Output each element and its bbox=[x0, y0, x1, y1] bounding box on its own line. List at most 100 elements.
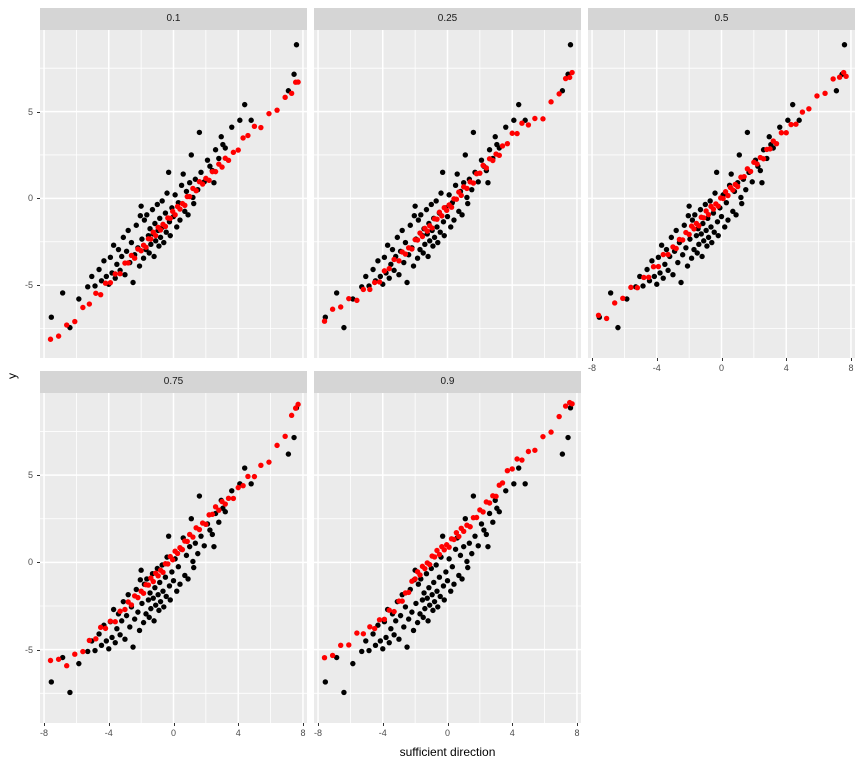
scatter-point-black bbox=[169, 569, 175, 575]
scatter-point-black bbox=[456, 208, 462, 215]
scatter-point-red bbox=[509, 466, 515, 472]
scatter-point-red bbox=[212, 504, 219, 510]
y-tick-mark bbox=[37, 649, 40, 651]
scatter-point-black bbox=[725, 217, 731, 223]
scatter-point-black bbox=[165, 533, 172, 539]
scatter-point-black bbox=[459, 212, 465, 218]
scatter-point-black bbox=[164, 190, 170, 196]
scatter-point-black bbox=[76, 296, 82, 302]
scatter-point-black bbox=[180, 171, 186, 177]
scatter-point-black bbox=[186, 180, 193, 186]
scatter-point-black bbox=[359, 648, 365, 655]
scatter-point-red bbox=[55, 656, 62, 662]
scatter-point-black bbox=[427, 238, 433, 244]
scatter-point-black bbox=[440, 219, 447, 225]
scatter-point-black bbox=[472, 533, 478, 539]
scatter-point-red bbox=[436, 551, 443, 558]
scatter-point-black bbox=[697, 206, 704, 213]
scatter-point-red bbox=[514, 130, 520, 137]
scatter-point-red bbox=[660, 251, 666, 258]
scatter-point-black bbox=[689, 217, 696, 223]
scatter-point-red bbox=[391, 608, 397, 615]
scatter-point-black bbox=[427, 602, 433, 608]
scatter-point-black bbox=[183, 188, 190, 195]
scatter-point-black bbox=[399, 227, 405, 234]
scatter-point-red bbox=[441, 547, 447, 553]
scatter-point-black bbox=[131, 616, 138, 622]
scatter-point-black bbox=[637, 273, 643, 280]
scatter-point-black bbox=[743, 186, 749, 193]
x-tick-mark bbox=[656, 358, 658, 361]
scatter-point-black bbox=[109, 634, 115, 641]
scatter-point-red bbox=[338, 304, 344, 310]
scatter-point-red bbox=[97, 291, 104, 298]
scatter-point-red bbox=[701, 215, 707, 221]
scatter-point-black bbox=[229, 124, 235, 130]
scatter-point-red bbox=[186, 193, 193, 200]
scatter-point-black bbox=[469, 186, 475, 193]
scatter-point-black bbox=[401, 259, 407, 266]
scatter-point-black bbox=[396, 271, 402, 278]
scatter-point-black bbox=[841, 42, 848, 48]
scatter-point-black bbox=[211, 180, 217, 186]
x-tick-label: 8 bbox=[300, 728, 306, 738]
scatter-point-black bbox=[135, 609, 141, 615]
scatter-point-black bbox=[170, 577, 177, 584]
scatter-point-black bbox=[182, 208, 188, 215]
scatter-point-red bbox=[464, 185, 470, 192]
scatter-point-black bbox=[702, 201, 709, 208]
scatter-point-red bbox=[97, 624, 104, 631]
scatter-point-red bbox=[720, 195, 726, 202]
scatter-point-black bbox=[350, 660, 356, 667]
scatter-point-black bbox=[101, 258, 107, 264]
scatter-point-red bbox=[509, 130, 515, 136]
scatter-point-red bbox=[467, 524, 473, 530]
scatter-point-red bbox=[329, 306, 336, 312]
scatter-point-black bbox=[430, 607, 436, 614]
scatter-point-black bbox=[48, 679, 55, 685]
scatter-point-black bbox=[703, 227, 709, 234]
facet-panel-0.9 bbox=[314, 393, 581, 723]
scatter-point-black bbox=[115, 246, 122, 253]
scatter-point-red bbox=[282, 94, 288, 101]
scatter-point-black bbox=[451, 217, 457, 223]
scatter-point-black bbox=[341, 324, 347, 331]
scatter-point-red bbox=[162, 223, 169, 230]
scatter-point-black bbox=[322, 679, 329, 685]
scatter-point-black bbox=[138, 203, 144, 209]
scatter-point-black bbox=[138, 567, 144, 573]
scatter-point-black bbox=[607, 290, 614, 296]
scatter-point-red bbox=[673, 245, 679, 252]
scatter-point-black bbox=[196, 493, 203, 499]
scatter-point-black bbox=[198, 533, 204, 539]
scatter-point-red bbox=[778, 130, 785, 136]
x-tick-label: -4 bbox=[652, 363, 661, 373]
scatter-point-black bbox=[446, 192, 452, 198]
scatter-point-black bbox=[177, 217, 183, 223]
scatter-point-red bbox=[628, 284, 634, 291]
scatter-point-red bbox=[504, 467, 511, 474]
scatter-point-black bbox=[285, 451, 292, 457]
scatter-point-black bbox=[122, 636, 128, 642]
scatter-point-black bbox=[483, 531, 490, 538]
scatter-point-black bbox=[413, 600, 419, 607]
x-tick-label: 4 bbox=[235, 728, 241, 738]
scatter-point-black bbox=[441, 597, 447, 603]
scatter-point-black bbox=[67, 689, 73, 696]
scatter-point-red bbox=[179, 546, 186, 553]
scatter-point-red bbox=[346, 295, 352, 302]
scatter-point-black bbox=[191, 564, 197, 571]
scatter-point-black bbox=[516, 465, 522, 471]
scatter-point-red bbox=[830, 76, 836, 82]
x-tick-mark bbox=[786, 358, 788, 361]
scatter-point-black bbox=[375, 622, 381, 628]
scatter-point-black bbox=[699, 253, 705, 260]
scatter-point-black bbox=[407, 222, 413, 228]
scatter-point-red bbox=[747, 168, 754, 175]
scatter-point-red bbox=[240, 483, 246, 489]
x-tick-mark bbox=[512, 723, 514, 726]
scatter-point-black bbox=[490, 519, 496, 525]
scatter-point-black bbox=[190, 558, 196, 565]
scatter-point-red bbox=[225, 495, 232, 501]
scatter-point-black bbox=[446, 556, 452, 562]
